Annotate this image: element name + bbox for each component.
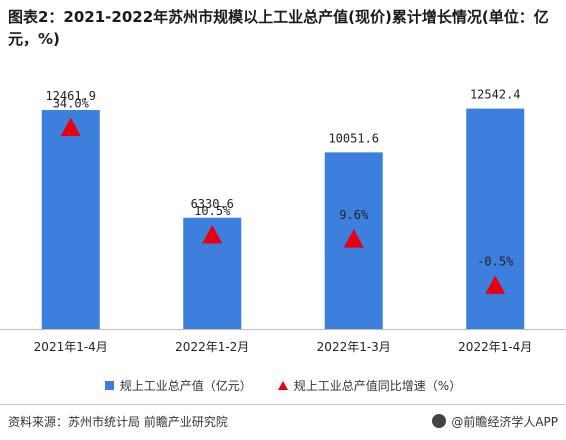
qianzhan-logo-icon [432,414,447,428]
bar [41,110,100,329]
chart-title: 图表2：2021-2022年苏州市规模以上工业总产值(现价)累计增长情况(单位：… [8,8,549,48]
x-tick-label: 2021年1-4月 [34,340,108,354]
growth-marker [485,275,506,294]
legend-item-bar: 规上工业总产值（亿元） [104,377,252,394]
bar-value-label: 6330.6 [191,197,234,211]
legend-marker-label: 规上工业总产值同比增速（%） [293,379,462,393]
legend-triangle-icon [277,381,288,390]
growth-marker [60,117,81,136]
growth-marker [343,229,364,248]
footer: 资料来源：苏州市统计局 前瞻产业研究院 @前瞻经济学人APP [8,410,558,432]
x-tick-label: 2022年1-4月 [458,340,532,354]
footer-divider [0,404,566,405]
growth-rate-label: -0.5% [477,254,514,268]
growth-rate-label: 34.0% [53,96,90,110]
growth-rate-label: 10.5% [194,204,231,218]
legend-bar-label: 规上工业总产值（亿元） [119,379,252,393]
legend: 规上工业总产值（亿元） 规上工业总产值同比增速（%） [0,377,566,394]
bar [466,108,525,329]
legend-item-marker: 规上工业总产值同比增速（%） [277,377,462,394]
x-tick-label: 2022年1-2月 [175,340,249,354]
source-text: 资料来源：苏州市统计局 前瞻产业研究院 [8,414,228,429]
bar-value-label: 10051.6 [328,131,379,145]
brand-text: @前瞻经济学人APP [451,414,558,429]
legend-bar-swatch [104,381,114,390]
growth-rate-label: 9.6% [339,208,369,222]
bar-value-label: 12461.9 [45,89,96,103]
growth-marker [202,225,223,244]
brand: @前瞻经济学人APP [432,413,558,430]
x-tick-label: 2022年1-3月 [317,340,391,354]
bar-value-label: 12542.4 [470,88,521,102]
